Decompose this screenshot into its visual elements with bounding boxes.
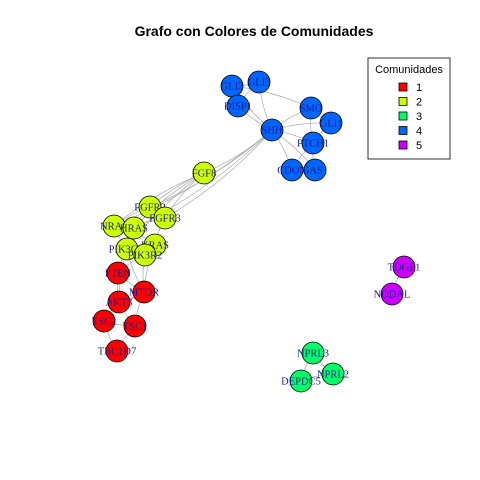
legend-entries: 1 2 3 4 5 bbox=[398, 82, 422, 152]
legend: Comunidades 1 2 3 4 5 bbox=[367, 57, 451, 160]
node-label-disp1: DISP1 bbox=[224, 102, 252, 113]
node-pten: PTEN bbox=[105, 261, 132, 285]
node-circle-tdgf1 bbox=[392, 255, 416, 279]
node-fgfr3: FGFR3 bbox=[149, 206, 181, 230]
node-smo: SMO bbox=[299, 96, 323, 120]
node-circle-depdc5 bbox=[289, 369, 313, 393]
node-circle-gas1 bbox=[303, 158, 327, 182]
node-label-kras: KRAS bbox=[141, 241, 169, 252]
node-label-cdon: CDON bbox=[277, 166, 307, 177]
node-label-nprl2: NPRL2 bbox=[317, 370, 349, 381]
node-hras: HRAS bbox=[120, 216, 148, 240]
node-circle-ptch1 bbox=[301, 131, 325, 155]
node-circle-shh bbox=[260, 118, 284, 142]
node-label-tbc1d7: TBC1D7 bbox=[98, 347, 137, 358]
node-circle-tbc1d7 bbox=[105, 339, 129, 363]
node-label-gli1: GLI1 bbox=[320, 119, 343, 130]
node-mtor: MTOR bbox=[129, 280, 159, 304]
node-circle-tsc2 bbox=[92, 309, 116, 333]
edge-fgfr3-shh bbox=[164, 129, 273, 219]
legend-entry-5: 5 bbox=[398, 140, 422, 152]
node-label-mtor: MTOR bbox=[129, 288, 159, 299]
node-label-shh: SHH bbox=[261, 126, 282, 137]
node-akt3: AKT3 bbox=[106, 290, 133, 314]
graph-edges bbox=[103, 81, 405, 382]
node-label-tsc2: TSC2 bbox=[92, 317, 117, 328]
legend-label-4: 4 bbox=[416, 126, 422, 138]
node-nprl3: NPRL3 bbox=[297, 341, 329, 365]
node-circle-fgf8 bbox=[192, 161, 216, 185]
legend-swatch-3 bbox=[398, 111, 408, 121]
legend-entry-3: 3 bbox=[398, 111, 422, 123]
node-nodal: NODAL bbox=[374, 282, 411, 306]
node-label-pten: PTEN bbox=[105, 269, 132, 280]
node-circle-nprl2 bbox=[321, 362, 345, 386]
node-label-fgf8: FGF8 bbox=[192, 169, 217, 180]
node-label-gli3: GLI3 bbox=[248, 78, 271, 89]
legend-entry-2: 2 bbox=[398, 97, 422, 109]
node-label-fgfr3: FGFR3 bbox=[149, 214, 181, 225]
node-label-pik3ca: PIK3CA bbox=[109, 245, 146, 256]
node-gas1: GAS1 bbox=[302, 158, 328, 182]
node-circle-hras bbox=[122, 216, 146, 240]
node-circle-akt3 bbox=[107, 290, 131, 314]
legend-swatch-4 bbox=[398, 126, 408, 135]
node-label-nodal: NODAL bbox=[374, 290, 411, 301]
node-tbc1d7: TBC1D7 bbox=[98, 339, 137, 363]
node-cdon: CDON bbox=[277, 158, 307, 182]
legend-label-3: 3 bbox=[416, 111, 422, 123]
node-circle-nodal bbox=[380, 282, 404, 306]
node-pik3r2: PIK3R2 bbox=[128, 243, 162, 267]
node-tdgf1: TDGF1 bbox=[388, 255, 421, 279]
legend-label-1: 1 bbox=[416, 82, 422, 94]
node-nprl2: NPRL2 bbox=[317, 362, 349, 386]
node-label-pik3r2: PIK3R2 bbox=[128, 251, 162, 262]
node-shh: SHH bbox=[260, 118, 284, 142]
node-gli1: GLI1 bbox=[319, 111, 343, 135]
node-label-tdgf1: TDGF1 bbox=[388, 263, 421, 274]
node-label-nprl3: NPRL3 bbox=[297, 349, 329, 360]
node-label-nras: NRAS bbox=[100, 222, 128, 233]
legend-label-5: 5 bbox=[416, 140, 422, 152]
node-label-ptch1: PTCH1 bbox=[297, 139, 329, 150]
node-tsc1: TSC1 bbox=[123, 314, 148, 338]
node-circle-mtor bbox=[132, 280, 156, 304]
node-depdc5: DEPDC5 bbox=[281, 369, 321, 393]
node-circle-fgfr3 bbox=[153, 206, 177, 230]
node-label-depdc5: DEPDC5 bbox=[281, 377, 321, 388]
node-ptch1: PTCH1 bbox=[297, 131, 329, 155]
node-label-gas1: GAS1 bbox=[302, 166, 328, 177]
node-circle-pik3r2 bbox=[133, 243, 157, 267]
node-label-hras: HRAS bbox=[120, 224, 148, 235]
node-label-tsc1: TSC1 bbox=[123, 322, 148, 333]
node-circle-nprl3 bbox=[301, 341, 325, 365]
node-circle-disp1 bbox=[226, 94, 250, 118]
legend-entry-4: 4 bbox=[398, 126, 422, 138]
node-gli3: GLI3 bbox=[247, 70, 271, 94]
node-circle-pten bbox=[106, 261, 130, 285]
graph-title: Grafo con Colores de Comunidades bbox=[135, 23, 374, 39]
node-tsc2: TSC2 bbox=[92, 309, 117, 333]
legend-swatch-2 bbox=[398, 97, 408, 106]
node-circle-smo bbox=[299, 96, 323, 120]
legend-title: Comunidades bbox=[375, 64, 443, 76]
node-circle-cdon bbox=[280, 158, 304, 182]
node-circle-gli1 bbox=[319, 111, 343, 135]
node-fgf8: FGF8 bbox=[192, 161, 217, 185]
node-label-fgfr2: FGFR2 bbox=[134, 203, 166, 214]
node-circle-gli3 bbox=[247, 70, 271, 94]
legend-box bbox=[367, 57, 451, 160]
node-label-gli2: GLI2 bbox=[221, 82, 244, 93]
node-label-akt3: AKT3 bbox=[106, 298, 133, 309]
node-circle-tsc1 bbox=[123, 314, 147, 338]
legend-label-2: 2 bbox=[416, 97, 422, 109]
node-disp1: DISP1 bbox=[224, 94, 252, 118]
node-label-smo: SMO bbox=[300, 104, 323, 115]
legend-entry-1: 1 bbox=[398, 82, 422, 94]
legend-swatch-1 bbox=[398, 82, 408, 92]
legend-swatch-5 bbox=[398, 140, 408, 150]
node-gli2: GLI2 bbox=[220, 74, 244, 98]
